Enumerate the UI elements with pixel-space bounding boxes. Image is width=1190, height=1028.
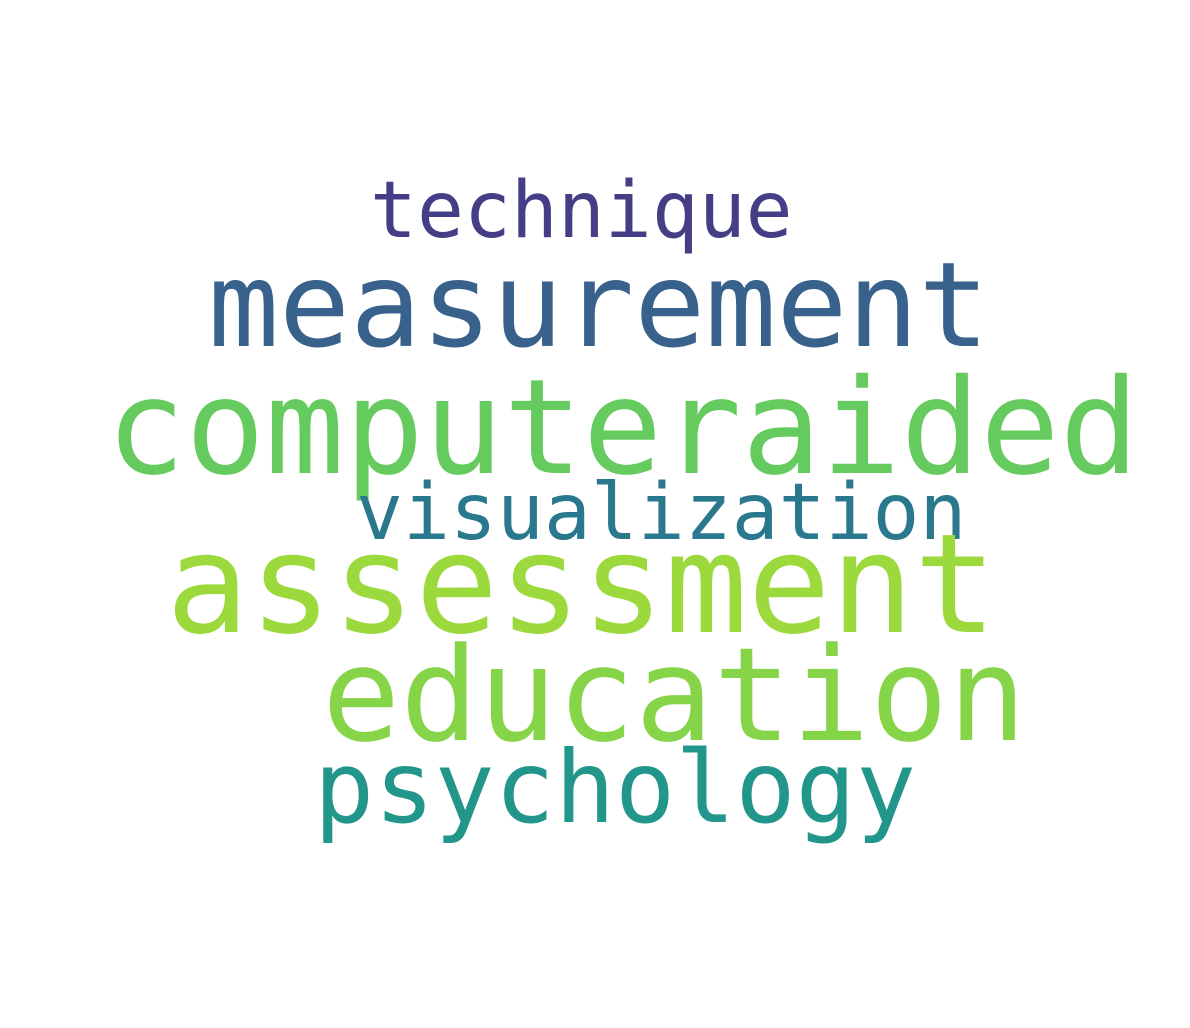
word-technique: technique	[370, 166, 793, 256]
word-assessment: assessment	[166, 504, 997, 665]
word-psychology: psychology	[314, 729, 917, 846]
word-education: education	[322, 619, 1027, 771]
word-visualization: visualization	[356, 468, 967, 558]
word-measurement: measurement	[208, 236, 990, 374]
word-computeraided: computeraided	[106, 351, 1140, 505]
